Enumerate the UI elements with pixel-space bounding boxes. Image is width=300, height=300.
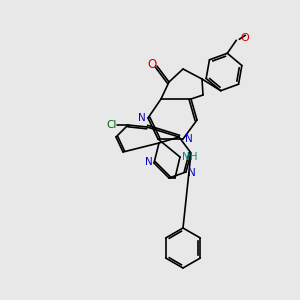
Text: Cl: Cl xyxy=(107,120,117,130)
Text: O: O xyxy=(147,58,157,70)
Text: N: N xyxy=(145,157,153,167)
Text: N: N xyxy=(138,113,146,123)
Text: N: N xyxy=(188,168,196,178)
Text: O: O xyxy=(240,33,249,43)
Text: N: N xyxy=(185,134,193,144)
Text: NH: NH xyxy=(182,152,197,162)
